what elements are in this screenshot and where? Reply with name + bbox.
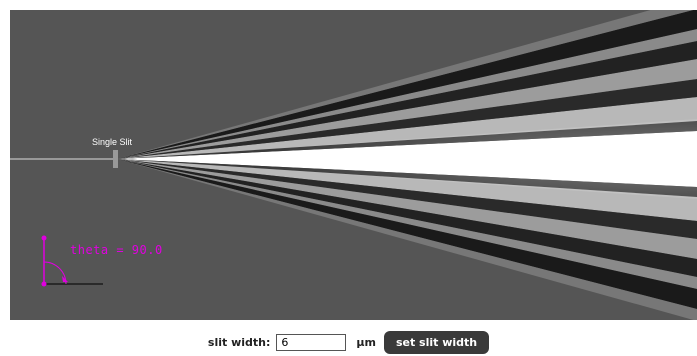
control-bar: slit width: μm set slit width (0, 329, 697, 356)
diffraction-pattern (10, 10, 697, 320)
fringe-band (117, 10, 697, 159)
slit-label: Single Slit (92, 137, 133, 147)
angle-arrowhead (62, 276, 68, 282)
theta-readout: theta = 90.0 (70, 243, 163, 257)
slit-barrier[interactable] (113, 150, 118, 168)
diffraction-canvas[interactable]: Single Slit theta = 90.0 (10, 10, 697, 320)
angle-indicator[interactable] (35, 232, 145, 302)
central-maximum-glow (117, 119, 697, 199)
angle-arc (43, 261, 67, 285)
angle-handle-top[interactable] (41, 235, 47, 241)
slit-width-input[interactable] (276, 334, 347, 351)
fringe-band (117, 159, 697, 320)
set-slit-width-button[interactable]: set slit width (383, 331, 490, 354)
fringe-group (117, 10, 697, 320)
slit-width-label: slit width: (207, 336, 271, 349)
angle-handle-origin[interactable] (41, 281, 47, 287)
unit-label: μm (356, 336, 376, 349)
fringe-band (117, 10, 694, 159)
